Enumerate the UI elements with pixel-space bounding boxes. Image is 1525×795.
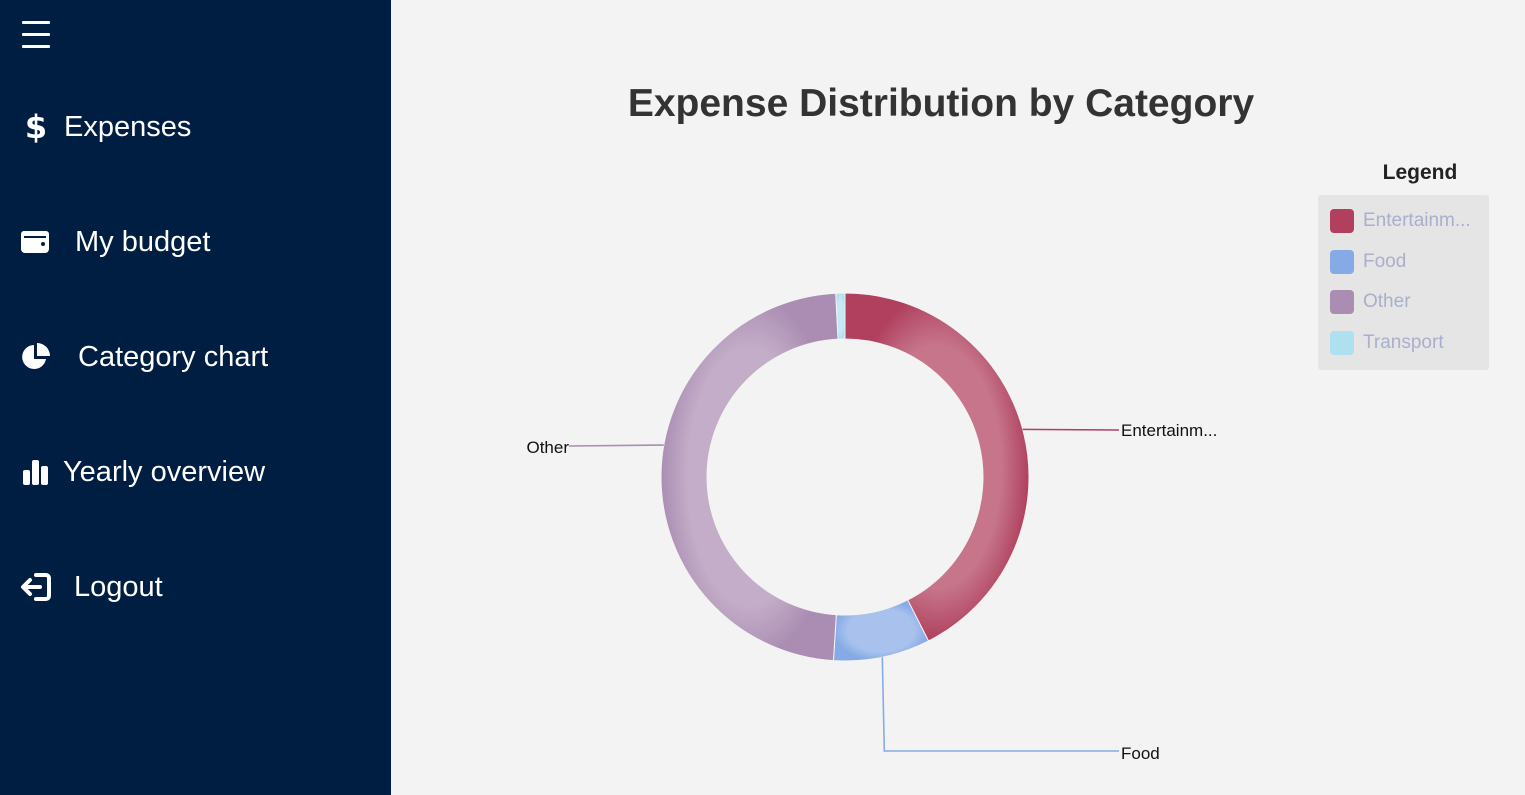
sidebar-item-yearly-overview[interactable]: Yearly overview: [0, 442, 391, 502]
legend-label: Food: [1363, 251, 1407, 272]
sidebar-item-label: Yearly overview: [63, 455, 266, 488]
sidebar-item-category-chart[interactable]: Category chart: [0, 327, 391, 387]
sidebar-item-logout[interactable]: Logout: [0, 557, 391, 617]
dollar-icon: $: [24, 108, 48, 146]
leader-line-entertainment: [1022, 428, 1120, 431]
legend-swatch: [1330, 250, 1354, 274]
slice-label-food: Food: [1121, 744, 1160, 763]
chart-title: Expense Distribution by Category: [627, 82, 1255, 125]
slice-other[interactable]: [660, 292, 839, 662]
pie-chart-icon: [20, 341, 52, 373]
slice-label-other: Other: [526, 438, 569, 457]
sidebar-item-my-budget[interactable]: My budget: [0, 212, 391, 272]
legend-label: Entertainm...: [1363, 210, 1471, 231]
legend-item-other[interactable]: Other: [1330, 289, 1480, 315]
legend-swatch: [1330, 331, 1354, 355]
logout-icon: [20, 571, 52, 603]
sidebar-item-label: Expenses: [64, 110, 192, 143]
legend-swatch: [1330, 209, 1354, 233]
leader-line-food: [881, 657, 1119, 752]
wallet-icon: [20, 226, 52, 258]
legend-item-food[interactable]: Food: [1330, 249, 1480, 275]
slice-transport[interactable]: [835, 292, 846, 340]
main-content: Expense Distribution by Category Enterta…: [391, 0, 1525, 795]
hamburger-icon[interactable]: [20, 18, 52, 52]
sidebar-item-expenses[interactable]: $ Expenses: [0, 97, 391, 157]
slice-entertainm[interactable]: [844, 292, 1030, 642]
legend-swatch: [1330, 290, 1354, 314]
donut-chart: Entertainm... Food Other: [526, 292, 1217, 763]
slice-label-entertainment: Entertainm...: [1121, 421, 1217, 440]
sidebar-item-label: Logout: [74, 570, 163, 603]
leader-line-other: [568, 444, 664, 447]
legend-item-entertainment[interactable]: Entertainm...: [1330, 208, 1480, 234]
legend: Entertainm... Food Other Transport: [1318, 195, 1489, 370]
legend-item-transport[interactable]: Transport: [1330, 330, 1480, 356]
sidebar: $ Expenses My budget Category chart: [0, 0, 391, 795]
legend-label: Other: [1363, 291, 1411, 312]
sidebar-item-label: Category chart: [78, 340, 269, 373]
legend-title: Legend: [1382, 161, 1458, 184]
sidebar-item-label: My budget: [75, 225, 211, 258]
legend-label: Transport: [1363, 332, 1444, 353]
bar-chart-icon: [20, 456, 52, 488]
